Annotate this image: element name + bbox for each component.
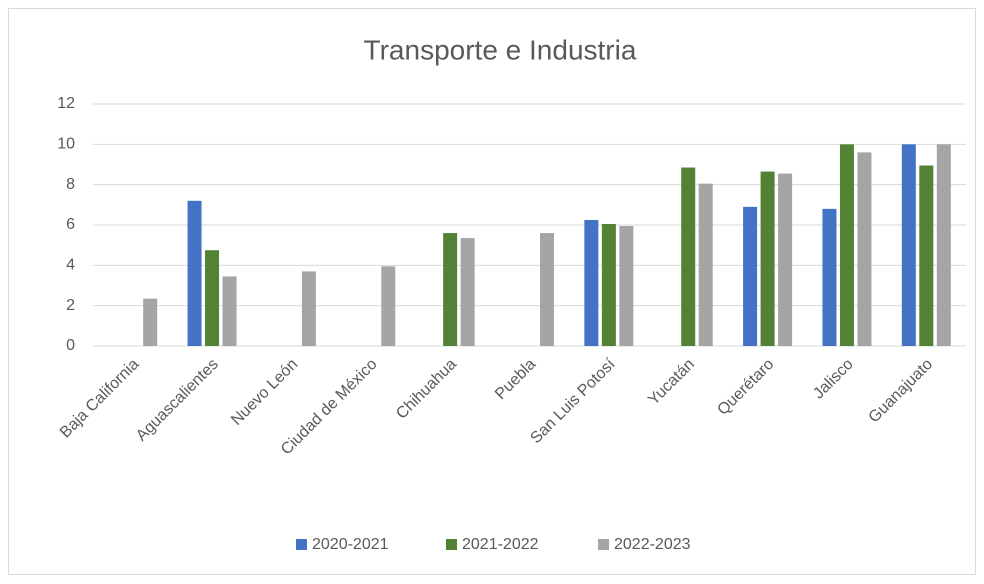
- bar: [301, 271, 316, 346]
- legend-label: 2021-2022: [462, 536, 539, 553]
- legend-swatch: [598, 539, 609, 550]
- bar: [187, 200, 202, 346]
- legend-label: 2020-2021: [312, 536, 389, 553]
- legend-label: 2022-2023: [614, 536, 691, 553]
- y-tick-label: 8: [66, 176, 75, 193]
- bar: [540, 233, 554, 346]
- bar: [681, 167, 696, 346]
- bar: [778, 173, 793, 346]
- bar: [822, 208, 837, 346]
- bar: [839, 144, 854, 346]
- bar: [698, 183, 713, 346]
- bar: [584, 219, 599, 346]
- bar: [619, 226, 634, 346]
- bar: [760, 171, 775, 346]
- bar: [443, 233, 458, 346]
- y-tick-label: 4: [66, 257, 75, 274]
- chart-frame: [8, 8, 976, 575]
- legend-swatch: [446, 539, 457, 550]
- bar: [901, 144, 916, 346]
- y-tick-label: 0: [66, 337, 75, 354]
- bar: [743, 206, 758, 346]
- bar: [381, 266, 396, 346]
- bar: [143, 298, 158, 346]
- bar: [205, 250, 220, 346]
- y-tick-label: 6: [66, 216, 75, 233]
- legend-swatch: [296, 539, 307, 550]
- y-tick-label: 12: [57, 95, 75, 112]
- bar: [460, 238, 475, 346]
- bar: [857, 152, 872, 346]
- bar: [601, 223, 616, 346]
- bar: [936, 144, 951, 346]
- y-tick-label: 10: [57, 136, 75, 153]
- bar: [222, 276, 237, 346]
- chart-title: Transporte e Industria: [364, 34, 637, 65]
- bar: [919, 165, 934, 346]
- y-tick-label: 2: [66, 297, 75, 314]
